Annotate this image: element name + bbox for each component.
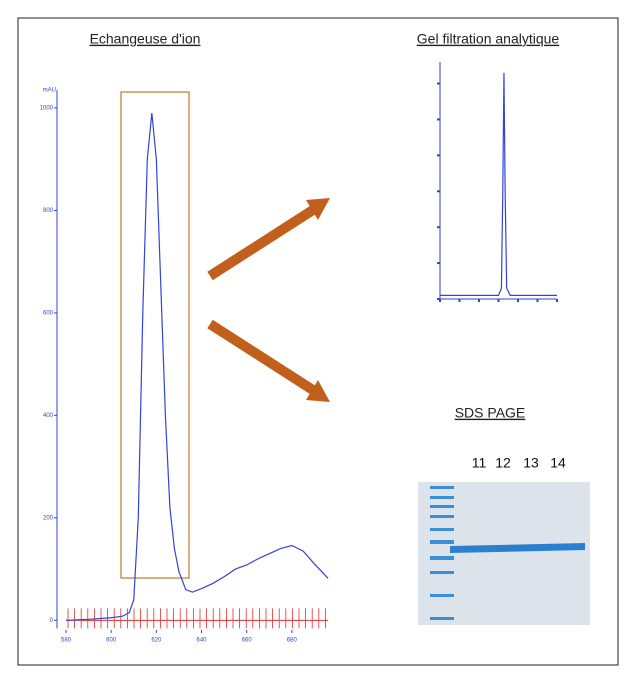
gel-image (418, 482, 590, 625)
lane-label: 11 (472, 455, 487, 471)
gel-title: SDS PAGE (455, 405, 526, 421)
y-tick-label: 200 (43, 515, 54, 521)
x-tick-label: 600 (106, 638, 117, 644)
chart-title: Gel filtration analytique (417, 31, 560, 47)
x-tick-label: 660 (242, 638, 253, 644)
y-axis-label: mAU (43, 88, 56, 94)
lane-label: 13 (523, 455, 539, 471)
x-tick-label: 680 (287, 638, 298, 644)
y-tick-label: 1000 (40, 106, 54, 112)
y-tick-label: 400 (43, 413, 54, 419)
chart-title: Echangeuse d'ion (90, 31, 201, 47)
y-tick-label: 800 (43, 208, 54, 214)
x-tick-label: 580 (61, 638, 72, 644)
figure: Echangeuse d'ion Gel filtration analytiq… (0, 0, 637, 687)
x-tick-label: 640 (197, 638, 208, 644)
y-tick-label: 600 (43, 310, 54, 316)
x-tick-label: 620 (151, 638, 162, 644)
lane-label: 14 (550, 455, 566, 471)
lane-label: 12 (495, 455, 511, 471)
gel-background (418, 482, 590, 625)
